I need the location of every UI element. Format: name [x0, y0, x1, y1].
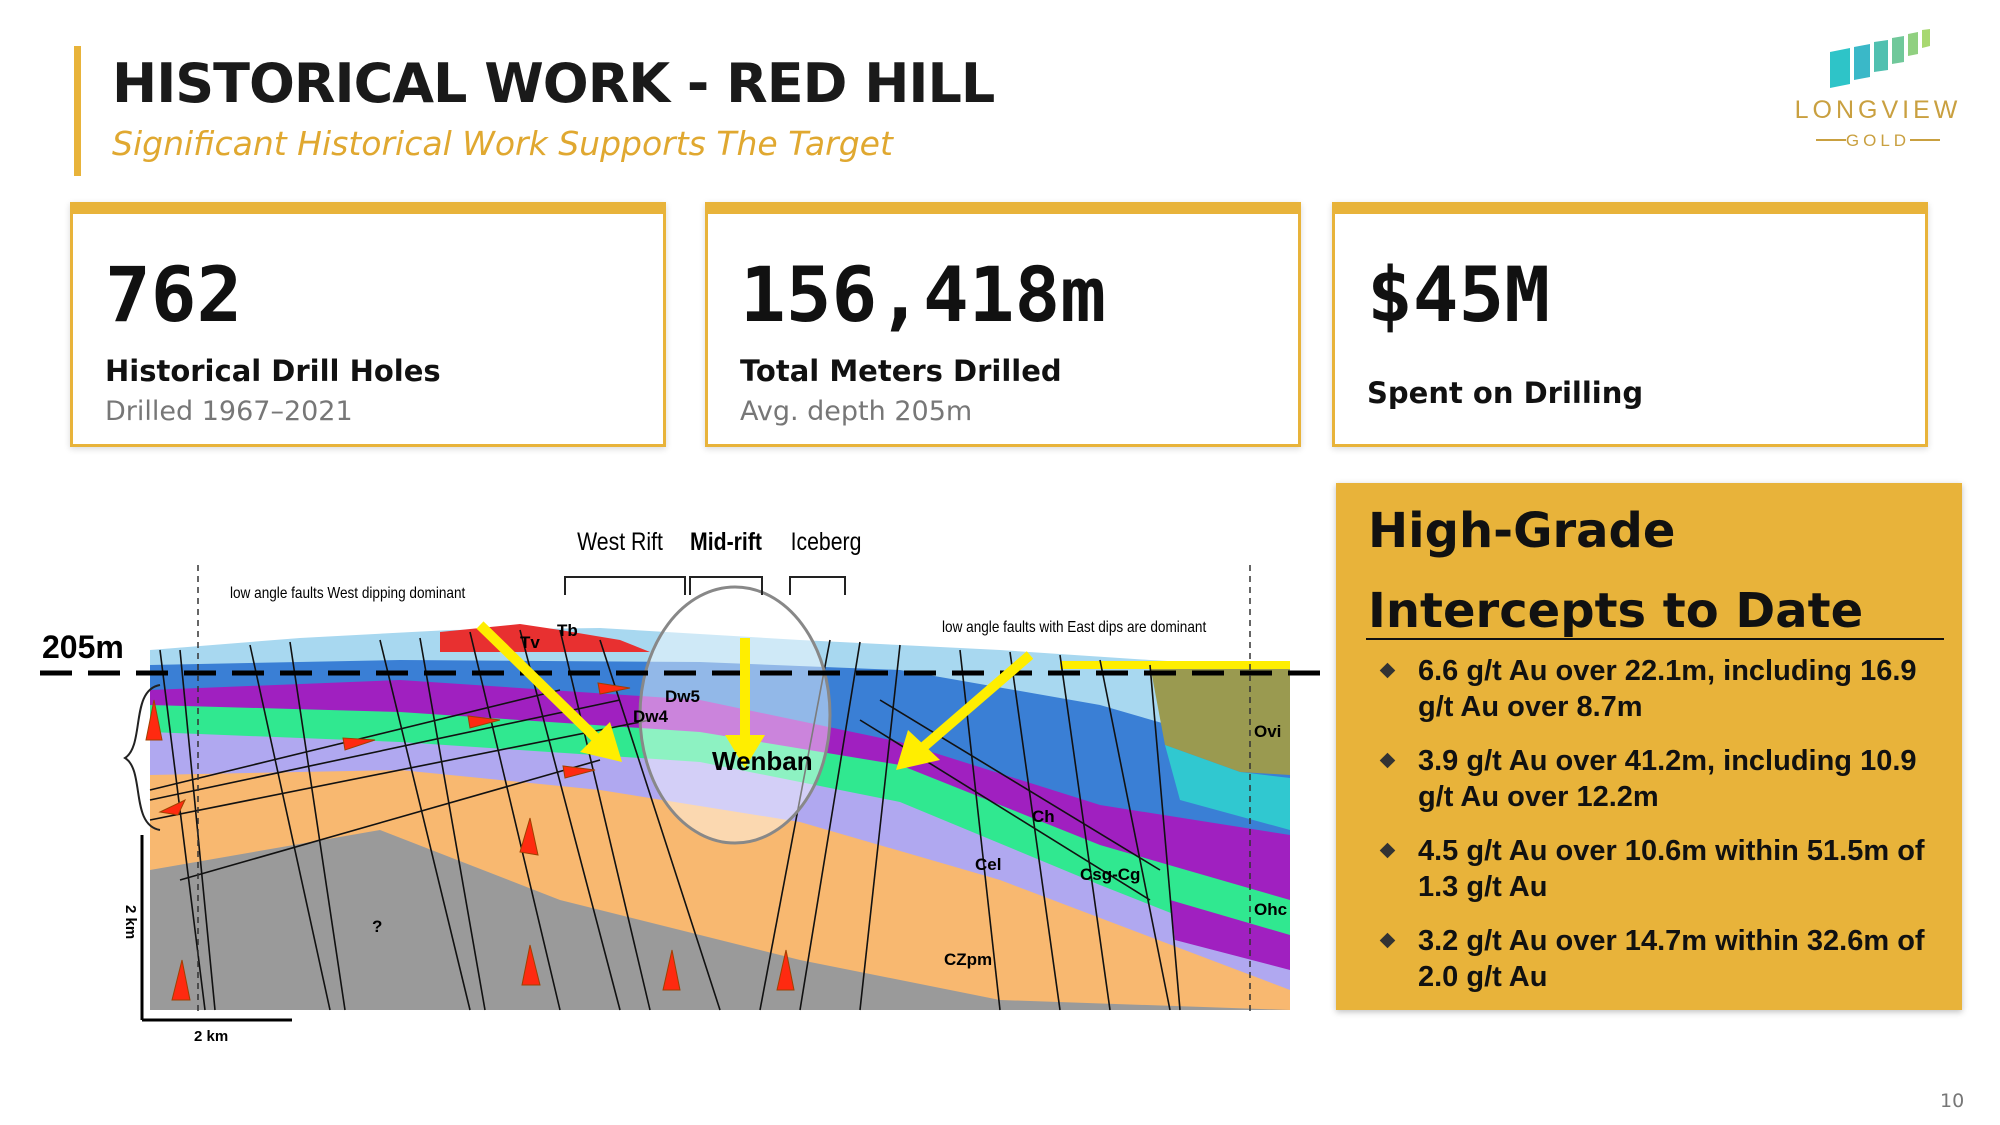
unit-label: Tv: [520, 633, 540, 652]
section-limit: [197, 565, 1251, 1015]
brace: [123, 684, 161, 831]
logo-tagline: GOLD: [1846, 131, 1910, 150]
stat-value: $45M: [1367, 250, 1551, 339]
intercept-item: 4.5 g/t Au over 10.6m within 51.5m of 1.…: [1370, 833, 1945, 905]
intercepts-panel: High-Grade Intercepts to Date 6.6 g/t Au…: [1336, 483, 1962, 1010]
unit-label: Cel: [975, 855, 1001, 874]
intercept-list: 6.6 g/t Au over 22.1m, including 16.9 g/…: [1370, 653, 1945, 1013]
accent-bar: [74, 46, 81, 176]
scale-label: 2 km: [194, 1028, 228, 1045]
subtitle: Significant Historical Work Supports The…: [112, 124, 893, 163]
stat-label: Spent on Drilling: [1367, 376, 1644, 410]
scale-label: 2 km: [122, 905, 139, 939]
zone-label: Iceberg: [791, 527, 862, 555]
page-number: 10: [1940, 1090, 1965, 1112]
unit-label: ?: [372, 917, 382, 936]
stat-note: Drilled 1967–2021: [105, 396, 353, 427]
zone-label: Mid-rift: [690, 527, 762, 555]
unit-label: Ch: [1032, 807, 1055, 826]
stat-card: $45M Spent on Drilling: [1332, 202, 1928, 447]
annotation: low angle faults West dipping dominant: [230, 585, 466, 602]
unit-label: Ohc: [1254, 900, 1287, 919]
red-arrows: [145, 682, 795, 1001]
panel-title: Intercepts to Date: [1368, 583, 1864, 639]
unit-label: Wenban: [712, 746, 813, 776]
yellow-arrows: [476, 621, 1034, 770]
unit-label: Csg-Cg: [1080, 865, 1140, 884]
unit-label: CZpm: [944, 950, 992, 969]
unit-label: Tb: [557, 621, 578, 640]
intercept-item: 3.9 g/t Au over 41.2m, including 10.9 g/…: [1370, 743, 1945, 815]
zone-brackets: [564, 576, 846, 595]
strata: [150, 624, 1290, 1010]
intercept-item: 3.2 g/t Au over 14.7m within 32.6m of 2.…: [1370, 923, 1945, 995]
logo: LONGVIEW GOLD: [1795, 29, 1962, 150]
stat-label: Historical Drill Holes: [105, 354, 441, 388]
depth-label: 205m: [42, 629, 124, 665]
unit-label: Dw5: [665, 687, 700, 706]
title: HISTORICAL WORK - RED HILL: [112, 52, 995, 115]
stat-note: Avg. depth 205m: [740, 396, 973, 427]
lens: [638, 585, 832, 845]
stat-label: Total Meters Drilled: [740, 354, 1062, 388]
scale-bar: [140, 835, 292, 1022]
zone-label: West Rift: [577, 527, 663, 555]
intercept-item: 6.6 g/t Au over 22.1m, including 16.9 g/…: [1370, 653, 1945, 725]
stat-value: 156,418m: [740, 250, 1107, 339]
panel-title: High-Grade: [1368, 503, 1676, 559]
stat-card: 762 Historical Drill Holes Drilled 1967–…: [70, 202, 666, 447]
stat-card: 156,418m Total Meters Drilled Avg. depth…: [705, 202, 1301, 447]
logo-name: LONGVIEW: [1795, 96, 1962, 124]
stat-value: 762: [105, 250, 243, 339]
cross-section: 205m West Rift Mid-rift Iceberg low angle fa…: [40, 527, 1335, 1045]
panel-rule: [1366, 638, 1944, 640]
unit-label: Ovi: [1254, 722, 1281, 741]
unit-label: Dw4: [633, 707, 669, 726]
annotation: low angle faults with East dips are domi…: [942, 619, 1207, 636]
